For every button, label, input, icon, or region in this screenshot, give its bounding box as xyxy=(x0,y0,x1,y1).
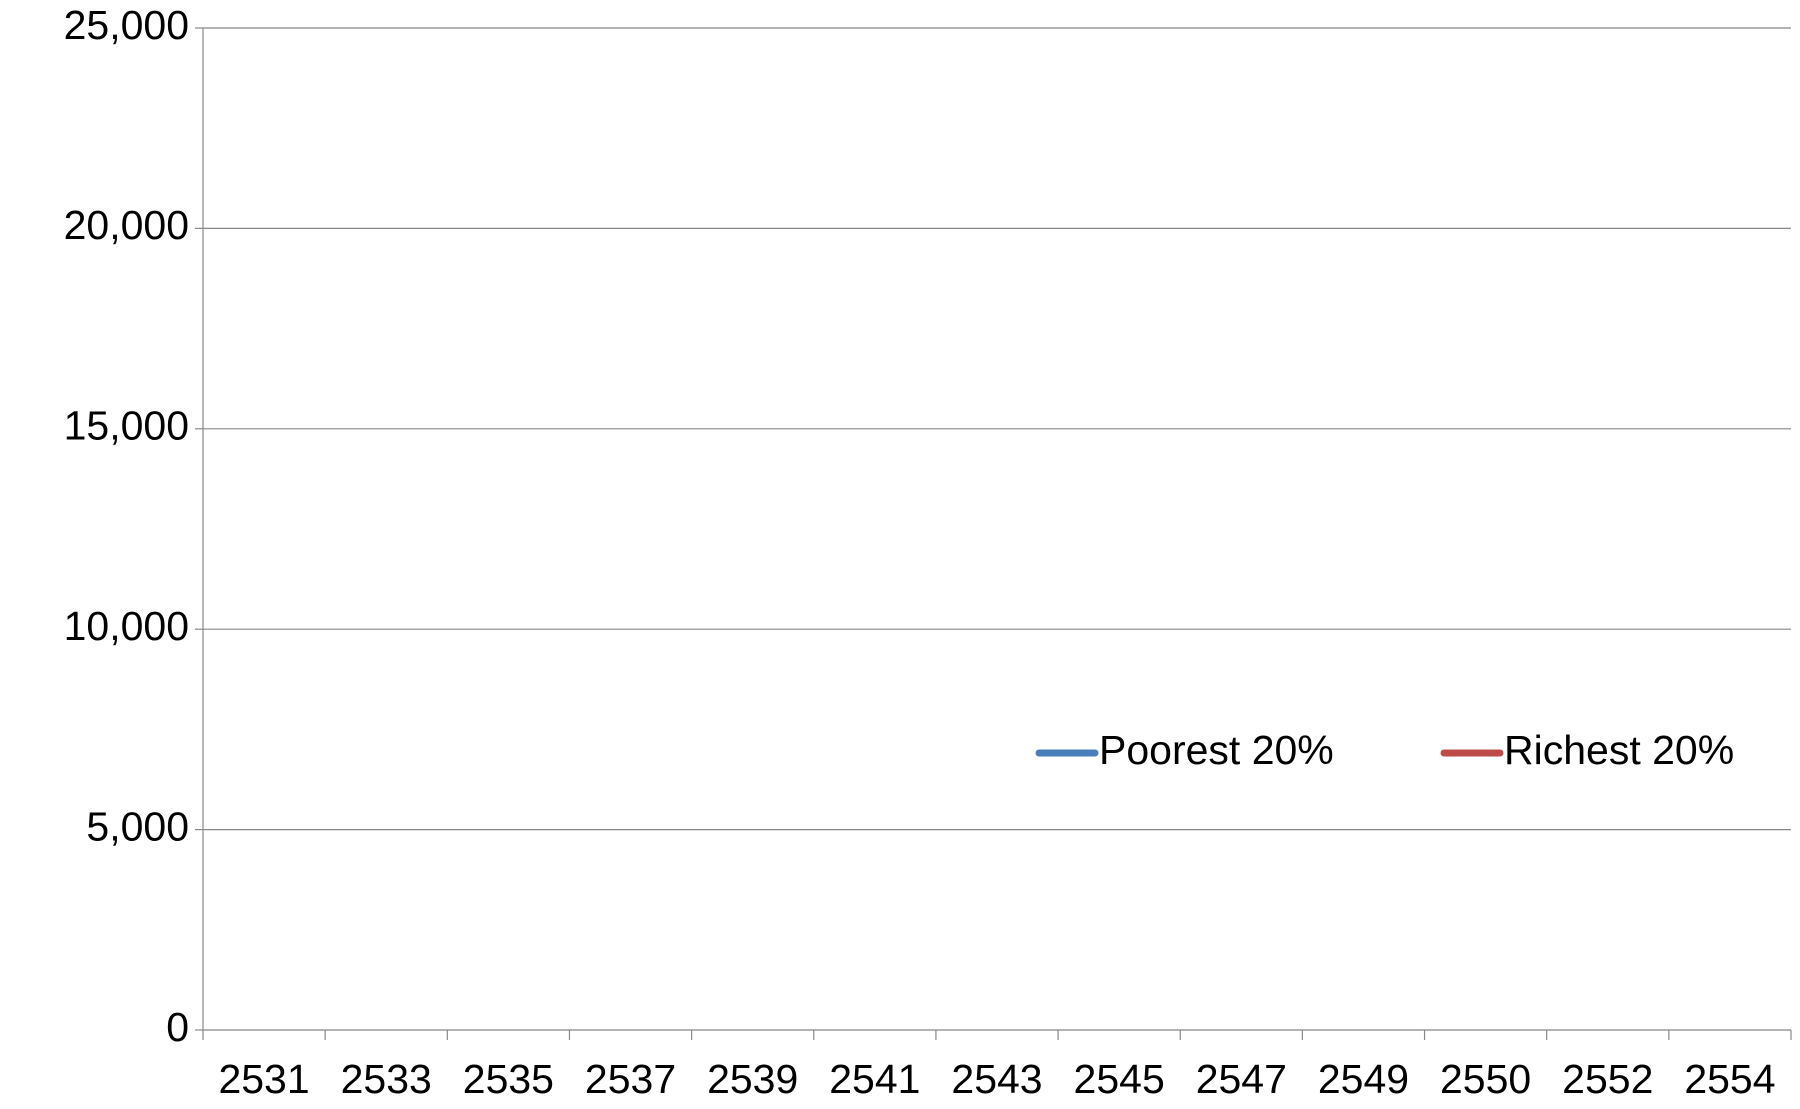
x-tick-label: 2533 xyxy=(341,1056,432,1102)
y-tick-label: 0 xyxy=(166,1004,189,1050)
x-tick-label: 2543 xyxy=(951,1056,1042,1102)
x-tick-label: 2537 xyxy=(585,1056,676,1102)
y-tick-label: 5,000 xyxy=(86,803,189,849)
x-tick-label: 2545 xyxy=(1074,1056,1165,1102)
y-tick-label: 15,000 xyxy=(64,403,189,449)
x-tick-label: 2554 xyxy=(1684,1056,1775,1102)
legend-label: Poorest 20% xyxy=(1099,727,1334,773)
x-tick-label: 2552 xyxy=(1562,1056,1653,1102)
legend-label: Richest 20% xyxy=(1504,727,1734,773)
y-tick-label: 25,000 xyxy=(64,2,189,48)
y-tick-label: 20,000 xyxy=(64,202,189,248)
y-tick-label: 10,000 xyxy=(64,603,189,649)
x-tick-label: 2550 xyxy=(1440,1056,1531,1102)
x-tick-label: 2535 xyxy=(463,1056,554,1102)
x-tick-label: 2531 xyxy=(218,1056,309,1102)
x-tick-label: 2547 xyxy=(1196,1056,1287,1102)
x-tick-label: 2539 xyxy=(707,1056,798,1102)
x-tick-label: 2541 xyxy=(829,1056,920,1102)
x-tick-label: 2549 xyxy=(1318,1056,1409,1102)
